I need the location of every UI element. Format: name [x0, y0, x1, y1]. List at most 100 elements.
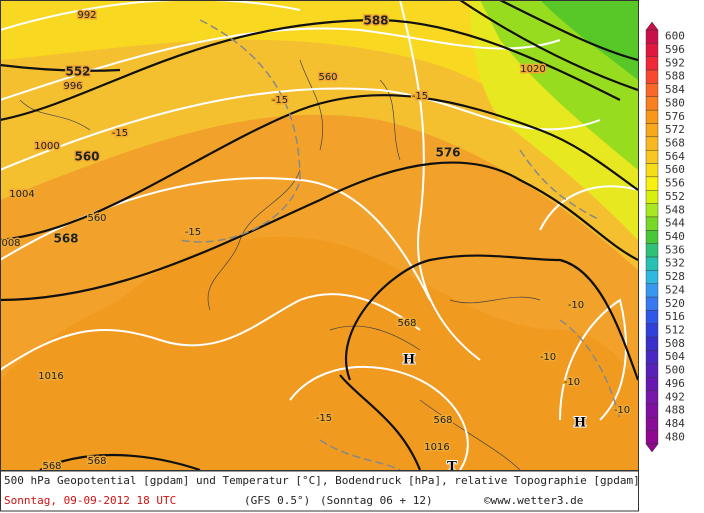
- scale-label: 564: [665, 150, 685, 163]
- scale-swatch: [645, 283, 659, 298]
- geopotential: [344, 254, 640, 381]
- scale-swatch: [645, 29, 659, 44]
- scale-swatch: [645, 430, 659, 445]
- contour-label: 552: [65, 65, 90, 79]
- contour-label: 560: [74, 150, 99, 164]
- scale-swatch: [645, 256, 659, 271]
- contour-label: -15: [112, 128, 128, 139]
- scale-swatch: [645, 230, 659, 244]
- scale-swatch: [645, 350, 659, 365]
- scale-label: 532: [665, 257, 685, 270]
- contour-label: 1016: [424, 442, 449, 453]
- contour-label: -10: [540, 352, 556, 363]
- scale-label: 524: [665, 283, 685, 296]
- geopotential: [459, 0, 639, 92]
- scale-label: 528: [665, 270, 685, 283]
- caption-box: [0, 470, 639, 512]
- scale-swatch: [645, 163, 659, 178]
- scale-label: 552: [665, 190, 685, 203]
- contour-label: -10: [564, 377, 580, 388]
- scale-swatch: [645, 69, 659, 84]
- scale-swatch: [645, 363, 659, 378]
- caption-source: ©www.wetter3.de: [484, 494, 583, 507]
- contour-label: 568: [87, 456, 106, 467]
- isotherm: [0, 293, 421, 371]
- contour-label: 1000: [34, 141, 59, 152]
- color-scale: 6005965925885845805765725685645605565525…: [645, 21, 685, 453]
- contour-label: 992: [77, 10, 96, 21]
- contour-label: -10: [568, 300, 584, 311]
- scale-label: 576: [665, 110, 685, 123]
- geopotential: [0, 18, 621, 122]
- scale-label: 516: [665, 310, 685, 323]
- contour-label: 576: [435, 146, 460, 160]
- scale-label: 580: [665, 96, 685, 109]
- scale-swatch: [645, 310, 659, 325]
- scale-swatch: [645, 323, 659, 338]
- scale-label: 500: [665, 364, 685, 377]
- caption-run: (Sonntag 06 + 12): [320, 494, 433, 507]
- caption-model: (GFS 0.5°): [244, 494, 310, 507]
- contour-label: -15: [272, 95, 288, 106]
- scale-swatch: [645, 56, 659, 71]
- scale-label: 584: [665, 83, 685, 96]
- scale-swatch: [645, 216, 659, 231]
- scale-swatch: [645, 136, 659, 151]
- dark-green-band: [540, 0, 638, 80]
- contour-label: 568: [397, 318, 416, 329]
- geopotential: [0, 63, 121, 72]
- scale-label: 508: [665, 337, 685, 350]
- contour-label: 1016: [38, 371, 63, 382]
- scale-swatch: [645, 149, 659, 164]
- scale-swatch: [645, 43, 659, 57]
- scale-swatch: [645, 176, 659, 191]
- isotherm: [0, 87, 601, 171]
- scale-label: 512: [665, 323, 685, 336]
- geopotential: [0, 161, 639, 302]
- isotherm: [539, 185, 639, 231]
- isotherm: [289, 365, 469, 471]
- geopotential: [339, 374, 422, 471]
- scale-label: 496: [665, 377, 685, 390]
- contour-label: -15: [316, 413, 332, 424]
- scale-label: 480: [665, 430, 685, 443]
- scale-label: 596: [665, 43, 685, 56]
- contour-label: -10: [614, 405, 630, 416]
- scale-swatch: [645, 190, 659, 204]
- isotherm: [559, 298, 627, 421]
- scale-label: 572: [665, 123, 685, 136]
- contour-label: 588: [363, 14, 388, 28]
- contour-label: 560: [318, 72, 337, 83]
- scale-swatch: [645, 96, 659, 111]
- contour-label: 008: [1, 238, 20, 249]
- scale-swatch: [645, 270, 659, 284]
- scale-label: 492: [665, 390, 685, 403]
- scale-label: 488: [665, 404, 685, 417]
- scale-swatch: [645, 403, 659, 418]
- scale-label: 592: [665, 56, 685, 69]
- scale-swatch: [645, 109, 659, 124]
- coastlines: [19, 59, 541, 471]
- map: 992 552 996 1000 560 1004 568 008 588 10…: [0, 0, 640, 476]
- scale-label: 600: [665, 30, 685, 43]
- isobar: [399, 0, 481, 361]
- scale-label: 588: [665, 70, 685, 83]
- contour-label: 560: [87, 213, 106, 224]
- scale-label: 548: [665, 203, 685, 216]
- scale-swatch: [645, 296, 659, 311]
- high-marker: H: [574, 416, 586, 431]
- geopotential: [39, 453, 201, 472]
- scale-label: 560: [665, 163, 685, 176]
- thickness: [319, 149, 621, 471]
- caption-date: Sonntag, 09-09-2012 18 UTC: [4, 494, 176, 507]
- scale-swatch: [645, 390, 659, 405]
- caption-title: 500 hPa Geopotential [gpdam] und Tempera…: [4, 474, 640, 487]
- scale-label: 556: [665, 177, 685, 190]
- contour-label: 1020: [520, 64, 545, 75]
- scale-label: 504: [665, 350, 685, 363]
- scale-label: 536: [665, 243, 685, 256]
- scale-swatch: [645, 377, 659, 391]
- contour-label: -15: [185, 227, 201, 238]
- geopotential: [0, 94, 639, 242]
